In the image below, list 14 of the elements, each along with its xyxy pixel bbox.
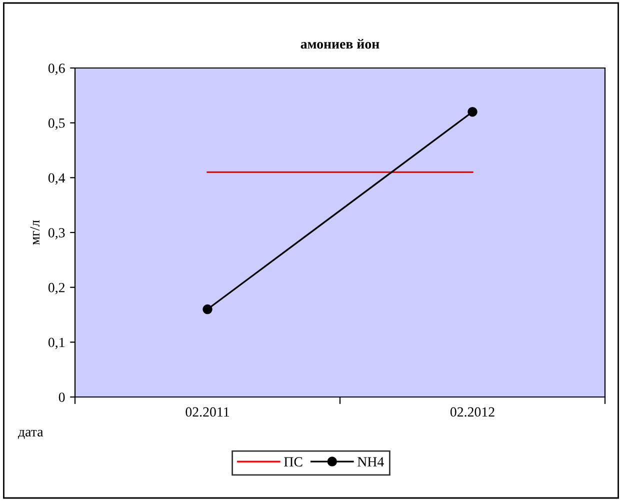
y-tick-label: 0,3 — [48, 228, 65, 240]
y-axis-title: мг/л — [30, 220, 40, 245]
y-tick-label: 0,5 — [48, 118, 65, 130]
x-tick-label: 02.2012 — [450, 407, 494, 417]
y-tick-label: 0,6 — [48, 64, 65, 75]
y-tick-label: 0,2 — [48, 282, 65, 294]
chart-title: амониев йон — [300, 38, 380, 49]
y-tick-label: 0,4 — [48, 173, 66, 185]
y-tick-label: 0 — [58, 392, 65, 402]
y-tick-label: 0,1 — [48, 338, 64, 350]
x-axis-title: дата — [18, 430, 44, 440]
legend-label: ПС — [284, 457, 302, 467]
x-tick-label: 02.2011 — [186, 407, 229, 417]
legend-label: NH4 — [358, 457, 384, 466]
